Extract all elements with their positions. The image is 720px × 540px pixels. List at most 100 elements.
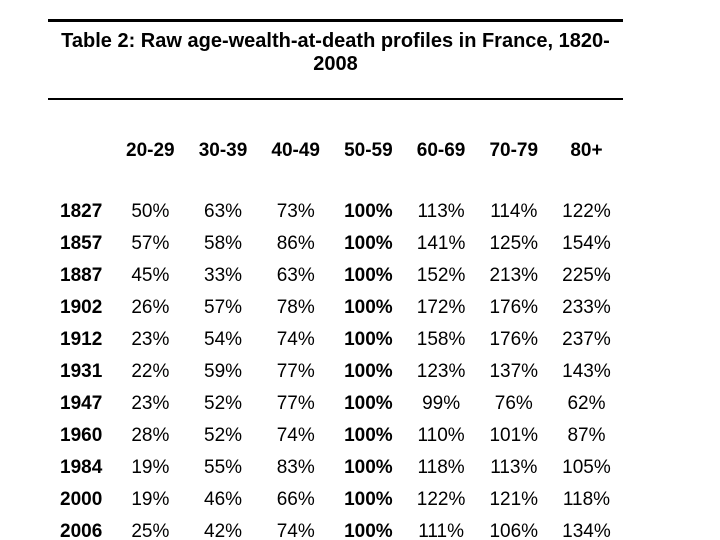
row-year-label: 1887 [60,265,103,286]
cell-value: 100% [344,457,393,478]
cell-value: 83% [276,457,315,478]
table-title-line2: 2008 [313,53,358,75]
cell-value: 137% [489,361,539,382]
cell-value: 141% [416,233,466,254]
cell-value: 19% [131,457,170,478]
table-row: 2006 25% 42% 74% 100% 111% 106% 134% [48,516,623,540]
cell-value: 134% [562,521,611,540]
cell-value: 122% [562,201,611,222]
row-year-label: 1902 [60,297,103,318]
cell-value: 87% [567,425,606,446]
cell-value: 143% [562,361,611,382]
column-header-30-39: 30-39 [198,140,248,161]
column-header-20-29: 20-29 [126,140,175,161]
column-header-40-49: 40-49 [271,140,321,161]
cell-value: 25% [131,521,170,540]
cell-value: 176% [489,329,539,350]
cell-value: 74% [276,521,315,540]
cell-value: 123% [416,361,466,382]
table-row: 1960 28% 52% 74% 100% 110% 101% 87% [48,420,623,452]
cell-value: 121% [489,489,539,510]
row-year-label: 2000 [60,489,103,510]
cell-value: 77% [276,361,315,382]
cell-value: 100% [344,297,393,318]
cell-value: 233% [562,297,611,318]
cell-value: 176% [489,297,539,318]
cell-value: 66% [276,489,315,510]
cell-value: 99% [422,393,461,414]
table-row: 2000 19% 46% 66% 100% 122% 121% 118% [48,484,623,516]
cell-value: 74% [276,425,315,446]
row-year-label: 1984 [60,457,103,478]
cell-value: 50% [131,201,170,222]
cell-value: 63% [276,265,315,286]
cell-value: 78% [276,297,315,318]
cell-value: 100% [344,393,393,414]
cell-value: 42% [204,521,243,540]
cell-value: 26% [131,297,170,318]
cell-value: 100% [344,425,393,446]
table-row: 1912 23% 54% 74% 100% 158% 176% 237% [48,324,623,356]
cell-value: 28% [131,425,170,446]
cell-value: 57% [204,297,243,318]
cell-value: 237% [562,329,611,350]
cell-value: 19% [131,489,170,510]
cell-value: 122% [416,489,466,510]
cell-value: 213% [489,265,539,286]
cell-value: 58% [204,233,243,254]
cell-value: 76% [494,393,533,414]
table-title-line1: Table 2: Raw age-wealth-at-death profile… [61,30,610,52]
table-title: Table 2: Raw age-wealth-at-death profile… [48,30,623,76]
cell-value: 100% [344,329,393,350]
table-body: 1827 50% 63% 73% 100% 113% 114% 122% 1857 57% 58% 8… [48,196,623,540]
cell-value: 113% [490,457,538,478]
cell-value: 106% [489,521,539,540]
cell-value: 23% [131,393,170,414]
cell-value: 225% [562,265,611,286]
cell-value: 100% [344,265,393,286]
table-row: 1902 26% 57% 78% 100% 172% 176% 233% [48,292,623,324]
cell-value: 100% [344,233,393,254]
cell-value: 100% [344,521,393,540]
cell-value: 55% [204,457,243,478]
cell-value: 86% [276,233,315,254]
cell-value: 118% [562,489,611,510]
table-header-row: 20-29 30-39 40-49 50-59 60-69 70-79 80+ [48,136,623,166]
cell-value: 114% [490,201,538,222]
cell-value: 52% [204,393,243,414]
cell-value: 57% [131,233,170,254]
row-year-label: 1931 [60,361,103,382]
row-year-label: 2006 [60,521,103,540]
cell-value: 33% [204,265,243,286]
row-year-label: 1857 [60,233,103,254]
cell-value: 100% [344,201,393,222]
cell-value: 54% [204,329,243,350]
cell-value: 113% [417,201,465,222]
cell-value: 62% [567,393,606,414]
cell-value: 100% [344,489,393,510]
cell-value: 125% [489,233,539,254]
cell-value: 158% [416,329,466,350]
cell-value: 152% [416,265,466,286]
cell-value: 100% [344,361,393,382]
cell-value: 77% [276,393,315,414]
cell-value: 154% [562,233,611,254]
cell-value: 74% [276,329,315,350]
table-row: 1857 57% 58% 86% 100% 141% 125% 154% [48,228,623,260]
column-header-60-69: 60-69 [416,140,466,161]
cell-value: 172% [416,297,466,318]
column-header-70-79: 70-79 [489,140,539,161]
cell-value: 73% [276,201,315,222]
mid-rule [48,98,623,100]
cell-value: 118% [417,457,465,478]
cell-value: 52% [204,425,243,446]
cell-value: 110% [417,425,465,446]
table-row: 1947 23% 52% 77% 100% 99% 76% 62% [48,388,623,420]
table-row: 1931 22% 59% 77% 100% 123% 137% 143% [48,356,623,388]
cell-value: 46% [204,489,243,510]
cell-value: 22% [131,361,170,382]
table-row: 1887 45% 33% 63% 100% 152% 213% 225% [48,260,623,292]
cell-value: 59% [204,361,243,382]
top-rule [48,19,623,22]
